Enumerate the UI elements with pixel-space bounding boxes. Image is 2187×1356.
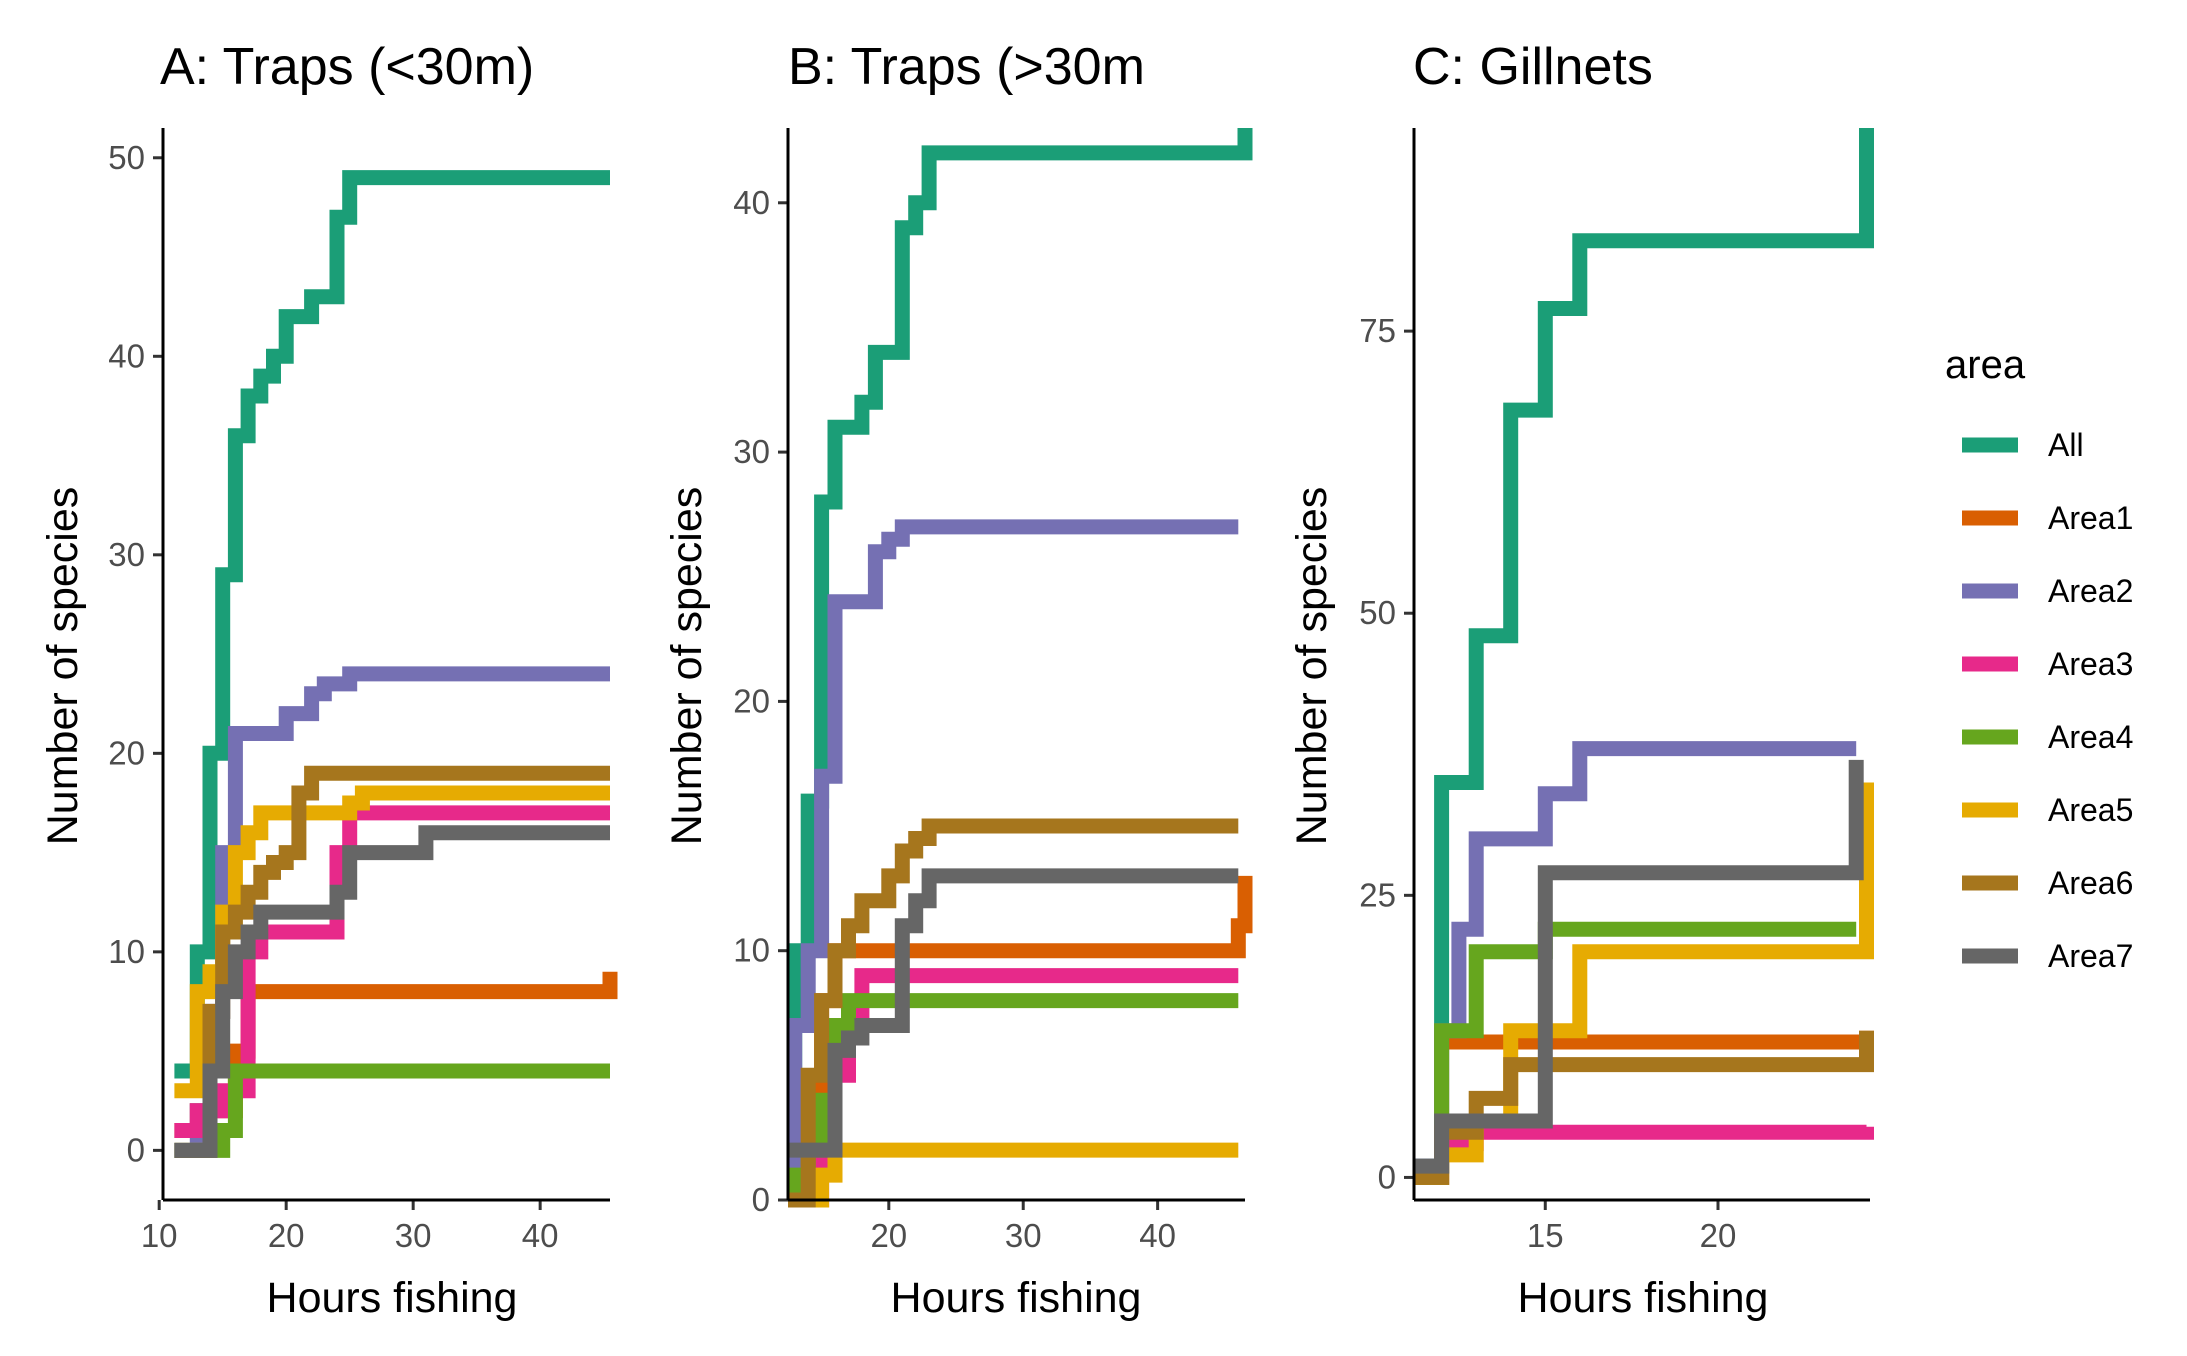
panel-b-y-tick-label: 0 xyxy=(752,1181,770,1218)
panel-a-y-tick-label: 40 xyxy=(108,337,145,374)
panel-a-y-tick-label: 10 xyxy=(108,933,145,970)
panel-a-y-tick-label: 0 xyxy=(127,1131,145,1168)
legend-label-area7: Area7 xyxy=(2048,938,2133,974)
panel-b-y-tick-label: 30 xyxy=(733,433,770,470)
panel-b-series-area6 xyxy=(788,818,1239,1208)
panel-a-x-tick-label: 10 xyxy=(141,1217,178,1254)
panel-a-series-area4 xyxy=(174,1063,610,1158)
legend-label-area2: Area2 xyxy=(2048,573,2133,609)
panel-b-x-tick-label: 30 xyxy=(1005,1217,1042,1254)
panel-b-x-tick-label: 20 xyxy=(870,1217,907,1254)
legend-label-area1: Area1 xyxy=(2048,500,2133,536)
panel-c: C: Gillnets Hours fishing Number of spec… xyxy=(1288,38,1874,1322)
panel-c-y-axis-title: Number of species xyxy=(1288,487,1336,846)
panel-c-marks xyxy=(1414,128,1874,1185)
panel-a-y-tick-label: 30 xyxy=(108,536,145,573)
panel-a-x-tick-label: 30 xyxy=(395,1217,432,1254)
panel-c-title: C: Gillnets xyxy=(1413,38,1653,96)
panel-b-title: B: Traps (>30m xyxy=(788,38,1145,96)
panel-c-y-tick-label: 50 xyxy=(1359,594,1396,631)
panel-a-title: A: Traps (<30m) xyxy=(160,38,534,96)
panel-c-x-axis-title: Hours fishing xyxy=(1518,1274,1769,1322)
panel-a-ticks: 0 10 20 30 40 50 10 20 30 40 xyxy=(108,139,558,1254)
panel-b-y-tick-label: 10 xyxy=(733,932,770,969)
panel-b-series-area5 xyxy=(788,1142,1239,1208)
legend-label-area6: Area6 xyxy=(2048,865,2133,901)
panel-c-series-area7 xyxy=(1414,759,1864,1174)
legend-label-area3: Area3 xyxy=(2048,646,2133,682)
panel-b-y-tick-label: 20 xyxy=(733,682,770,719)
legend-label-area4: Area4 xyxy=(2048,719,2133,755)
panel-a-series-area5 xyxy=(174,785,610,1099)
panel-c-y-tick-label: 75 xyxy=(1359,312,1396,349)
panel-a: A: Traps (<30m) Hours fishing Number of … xyxy=(39,38,618,1322)
panel-b-series-area4 xyxy=(787,993,1239,1208)
panel-b-ticks: 0 10 20 30 40 20 30 40 xyxy=(733,184,1176,1254)
panel-b-series-area7 xyxy=(788,868,1239,1158)
panel-a-y-tick-label: 50 xyxy=(108,139,145,176)
panel-c-x-tick-label: 20 xyxy=(1700,1217,1737,1254)
legend-label-area5: Area5 xyxy=(2048,792,2133,828)
panel-b: B: Traps (>30m Hours fishing Number of s… xyxy=(663,38,1253,1322)
panel-c-series-all xyxy=(1414,128,1874,1174)
legend-title: area xyxy=(1945,343,2026,387)
panel-b-x-axis-title: Hours fishing xyxy=(891,1274,1142,1322)
panel-a-series-all xyxy=(174,170,610,1079)
panel-c-y-tick-label: 0 xyxy=(1378,1158,1396,1195)
panel-b-y-tick-label: 40 xyxy=(733,184,770,221)
panel-a-x-tick-label: 40 xyxy=(522,1217,559,1254)
legend-label-all: All xyxy=(2048,427,2084,463)
panel-a-y-axis-title: Number of species xyxy=(39,487,87,846)
panel-c-x-tick-label: 15 xyxy=(1527,1217,1564,1254)
panel-b-marks xyxy=(787,128,1253,1208)
panel-b-x-tick-label: 40 xyxy=(1139,1217,1176,1254)
panel-b-y-axis-title: Number of species xyxy=(663,487,711,846)
panel-c-y-tick-label: 25 xyxy=(1359,876,1396,913)
panel-b-series-area2 xyxy=(787,519,1239,1208)
legend-items: All Area1 Area2 Area3 Area4 Area5 Area6 Area7 xyxy=(1962,427,2133,974)
panel-a-marks xyxy=(174,170,618,1158)
panel-a-series-area7 xyxy=(174,825,610,1158)
panel-b-series-all xyxy=(787,128,1253,1158)
panel-c-ticks: 0 25 50 75 15 20 xyxy=(1359,312,1736,1254)
panel-a-y-tick-label: 20 xyxy=(108,734,145,771)
legend: area All Area1 Area2 Area3 Area4 Area5 Area6 Ar… xyxy=(1945,343,2133,974)
panel-a-x-tick-label: 20 xyxy=(268,1217,305,1254)
panel-a-x-axis-title: Hours fishing xyxy=(267,1274,518,1322)
